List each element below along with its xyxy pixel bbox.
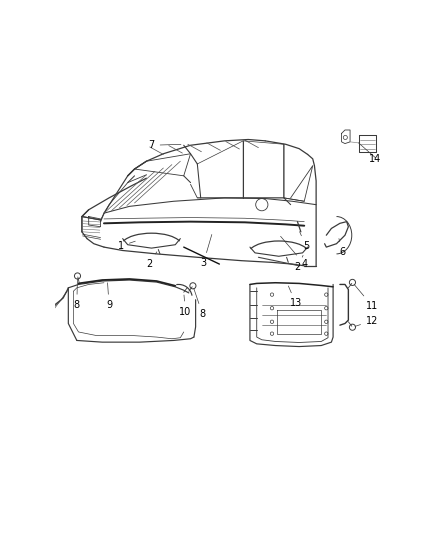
Text: 5: 5 [300,232,309,251]
Text: 10: 10 [179,295,191,317]
Text: 7: 7 [148,140,181,150]
Text: 1: 1 [118,241,135,251]
Text: 3: 3 [200,235,212,268]
Text: 11: 11 [354,285,378,311]
Text: 4: 4 [281,236,307,269]
Text: 9: 9 [106,283,112,310]
Circle shape [350,279,356,286]
Text: 14: 14 [369,154,381,164]
Text: 12: 12 [355,316,378,326]
Circle shape [190,282,196,289]
Circle shape [350,324,356,330]
Text: 13: 13 [288,286,302,308]
Text: 2: 2 [294,255,303,272]
Circle shape [74,273,81,279]
Text: 8: 8 [74,279,80,310]
Text: 2: 2 [146,252,157,269]
Text: 8: 8 [194,288,205,319]
Text: 6: 6 [339,239,346,257]
